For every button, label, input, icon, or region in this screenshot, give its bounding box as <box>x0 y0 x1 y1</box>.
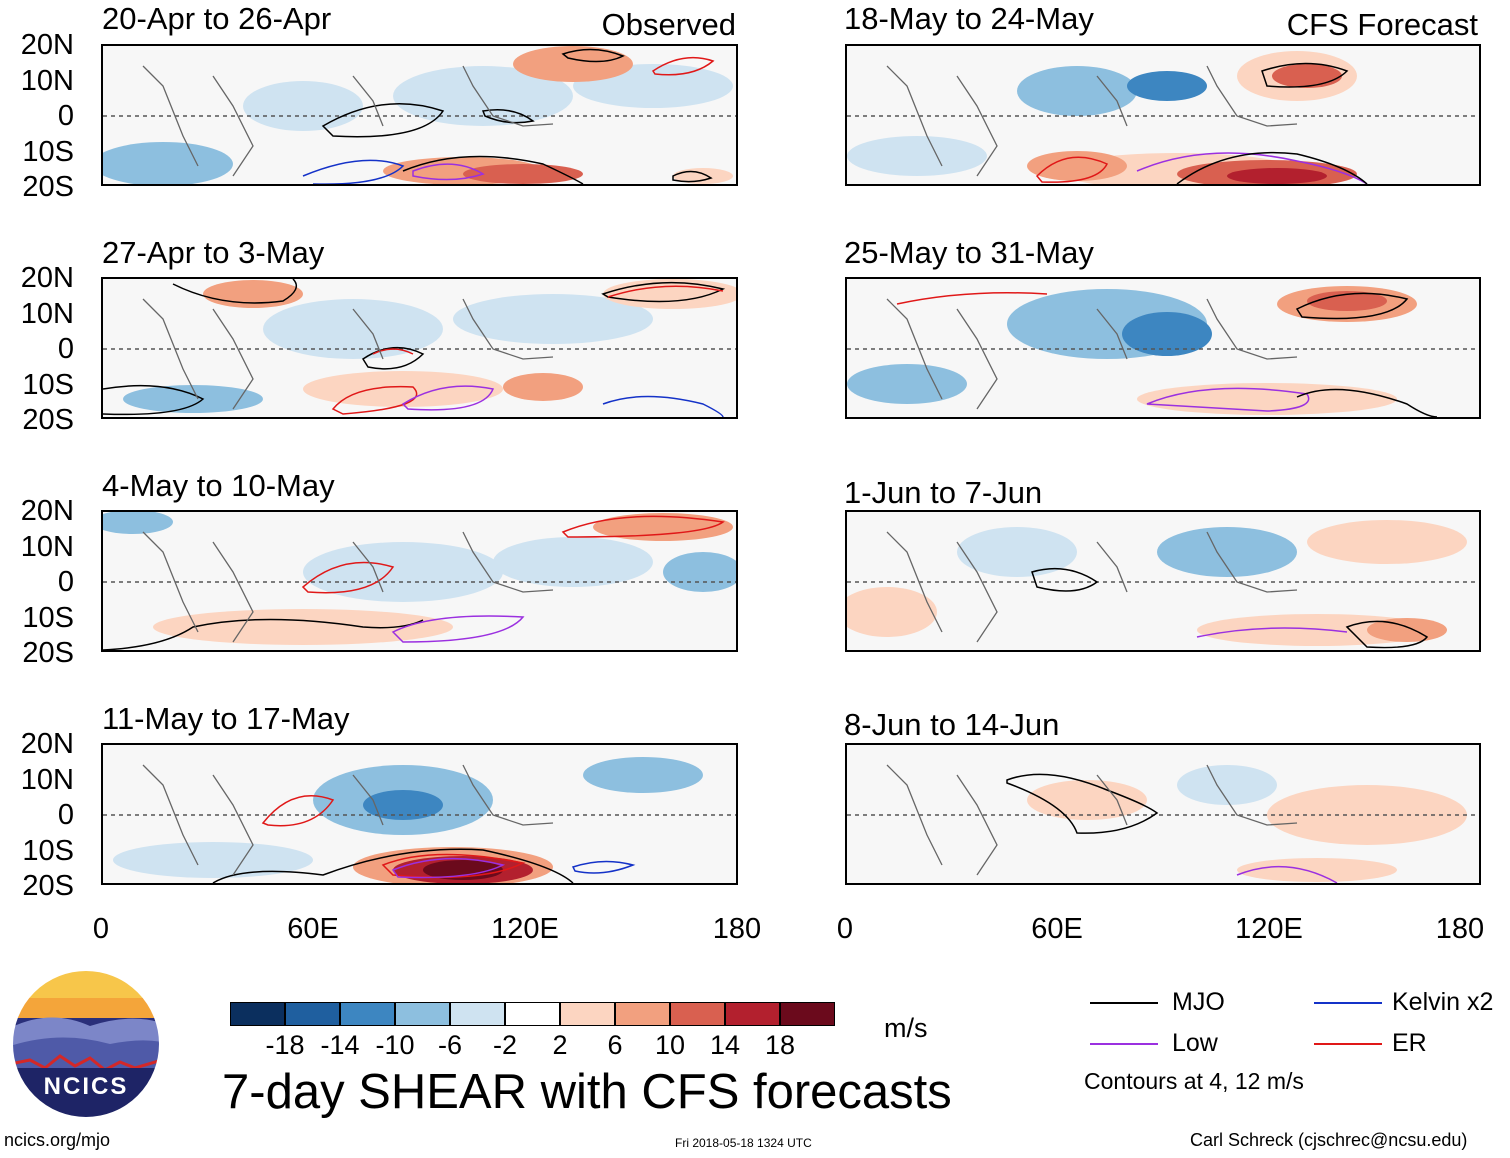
main-title: 7-day SHEAR with CFS forecasts <box>222 1065 952 1119</box>
website-link[interactable]: ncics.org/mjo <box>4 1130 111 1150</box>
lat-label: 20S <box>22 404 74 436</box>
panel-title: 1-Jun to 7-Jun <box>844 475 1043 510</box>
panel-title: 18-May to 24-May <box>844 1 1094 36</box>
colorbar-swatch <box>780 1002 835 1026</box>
map-panel <box>845 44 1481 186</box>
lat-label: 10S <box>22 835 74 867</box>
colorbar-swatch <box>285 1002 340 1026</box>
legend-mjo-line <box>1090 1002 1158 1004</box>
panel-title: 20-Apr to 26-Apr <box>102 1 332 36</box>
legend-kelvin-line <box>1314 1002 1382 1004</box>
lat-label: 20S <box>22 870 74 902</box>
colorbar-label: 14 <box>709 1030 741 1060</box>
lat-label: 20S <box>22 171 74 203</box>
colorbar-swatch <box>560 1002 615 1026</box>
map-panel <box>845 277 1481 419</box>
map-panel <box>845 743 1481 885</box>
lat-label: 10N <box>20 298 74 330</box>
colorbar-label: -6 <box>437 1030 462 1060</box>
colorbar-swatch <box>725 1002 780 1026</box>
lat-label: 20N <box>20 29 74 61</box>
lat-label: 10S <box>22 602 74 634</box>
colorbar-swatch <box>670 1002 725 1026</box>
lat-label: 20S <box>22 637 74 669</box>
lat-label: 10S <box>22 369 74 401</box>
panel-title: 4-May to 10-May <box>102 468 335 503</box>
legend-mjo-label: MJO <box>1172 988 1225 1016</box>
lat-label: 10N <box>20 531 74 563</box>
lat-label: 0 <box>57 799 74 831</box>
legend-low-label: Low <box>1172 1029 1218 1057</box>
ncics-logo: NCICS <box>10 968 162 1120</box>
lat-label: 0 <box>57 566 74 598</box>
colorbar-label: 10 <box>654 1030 686 1060</box>
lat-label: 0 <box>57 100 74 132</box>
colorbar-label: -14 <box>320 1030 360 1060</box>
colorbar-label: -10 <box>375 1030 415 1060</box>
author-credit: Carl Schreck (cjschrec@ncsu.edu) <box>1190 1130 1468 1150</box>
colorbar-label: 18 <box>764 1030 796 1060</box>
colorbar-swatch <box>395 1002 450 1026</box>
lat-label: 20N <box>20 728 74 760</box>
lat-label: 10S <box>22 136 74 168</box>
map-panel <box>101 277 738 419</box>
panel-title: 11-May to 17-May <box>102 701 350 736</box>
lon-label: 180 <box>1435 913 1485 945</box>
legend-kelvin-label: Kelvin x2 <box>1392 988 1494 1016</box>
lon-label: 120E <box>1235 913 1303 945</box>
colorbar-label: -18 <box>265 1030 305 1060</box>
panel-title: 25-May to 31-May <box>844 235 1094 270</box>
lon-label: 0 <box>836 913 854 945</box>
map-panel <box>101 510 738 652</box>
lon-label: 180 <box>712 913 762 945</box>
observed-label: Observed <box>601 7 736 42</box>
colorbar-swatch <box>505 1002 560 1026</box>
lat-label: 10N <box>20 764 74 796</box>
map-panel <box>101 44 738 186</box>
panel-title: 27-Apr to 3-May <box>102 235 325 270</box>
lat-label: 0 <box>57 333 74 365</box>
colorbar-swatch <box>230 1002 285 1026</box>
lat-label: 20N <box>20 262 74 294</box>
colorbar-swatch <box>615 1002 670 1026</box>
colorbar-label: 6 <box>607 1030 623 1060</box>
lon-label: 120E <box>491 913 559 945</box>
legend-er-line <box>1314 1043 1382 1045</box>
lat-label: 20N <box>20 495 74 527</box>
legend-low-line <box>1090 1043 1158 1045</box>
map-panel <box>845 510 1481 652</box>
colorbar-label: 2 <box>552 1030 568 1060</box>
map-panel <box>101 743 738 885</box>
contours-note: Contours at 4, 12 m/s <box>1084 1068 1304 1094</box>
lon-label: 0 <box>92 913 110 945</box>
colorbar-swatch <box>340 1002 395 1026</box>
timestamp: Fri 2018-05-18 1324 UTC <box>675 1136 812 1150</box>
panel-title: 8-Jun to 14-Jun <box>844 707 1060 742</box>
legend-er-label: ER <box>1392 1029 1427 1057</box>
colorbar-units: m/s <box>884 1013 928 1043</box>
lat-label: 10N <box>20 65 74 97</box>
forecast-label: CFS Forecast <box>1286 7 1478 42</box>
colorbar-label: -2 <box>492 1030 517 1060</box>
lon-label: 60E <box>287 913 339 945</box>
logo-text: NCICS <box>44 1073 129 1100</box>
lon-label: 60E <box>1031 913 1083 945</box>
colorbar-swatch <box>450 1002 505 1026</box>
